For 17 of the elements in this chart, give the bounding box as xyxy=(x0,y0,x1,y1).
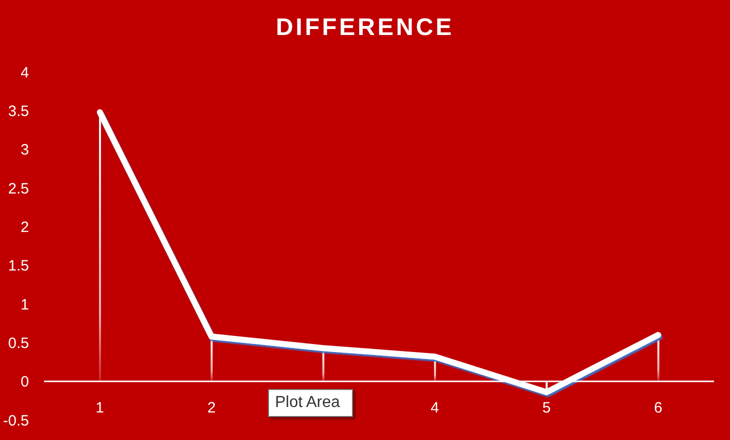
x-tick-label: 2 xyxy=(207,399,216,416)
x-tick-label: 5 xyxy=(542,399,551,416)
y-tick-label: 4 xyxy=(20,64,29,82)
x-tick-label: 6 xyxy=(654,399,662,416)
chart-title: DIFFERENCE xyxy=(276,14,454,41)
y-tick-label: 3.5 xyxy=(8,102,29,120)
annotation: Plot Area xyxy=(275,393,340,413)
y-tick-label: 0 xyxy=(20,374,29,391)
y-tick-label: 0.5 xyxy=(8,334,29,352)
x-tick-label: 1 xyxy=(96,399,104,416)
y-tick-label: 1 xyxy=(20,296,29,314)
y-tick-label: 1.5 xyxy=(8,258,29,275)
y-tick-label: 2 xyxy=(20,218,29,236)
x-tick-label: 4 xyxy=(430,399,440,416)
y-tick-label: 3 xyxy=(20,142,29,159)
y-tick-label: -0.5 xyxy=(3,412,29,430)
y-tick-label: 2.5 xyxy=(8,180,29,198)
